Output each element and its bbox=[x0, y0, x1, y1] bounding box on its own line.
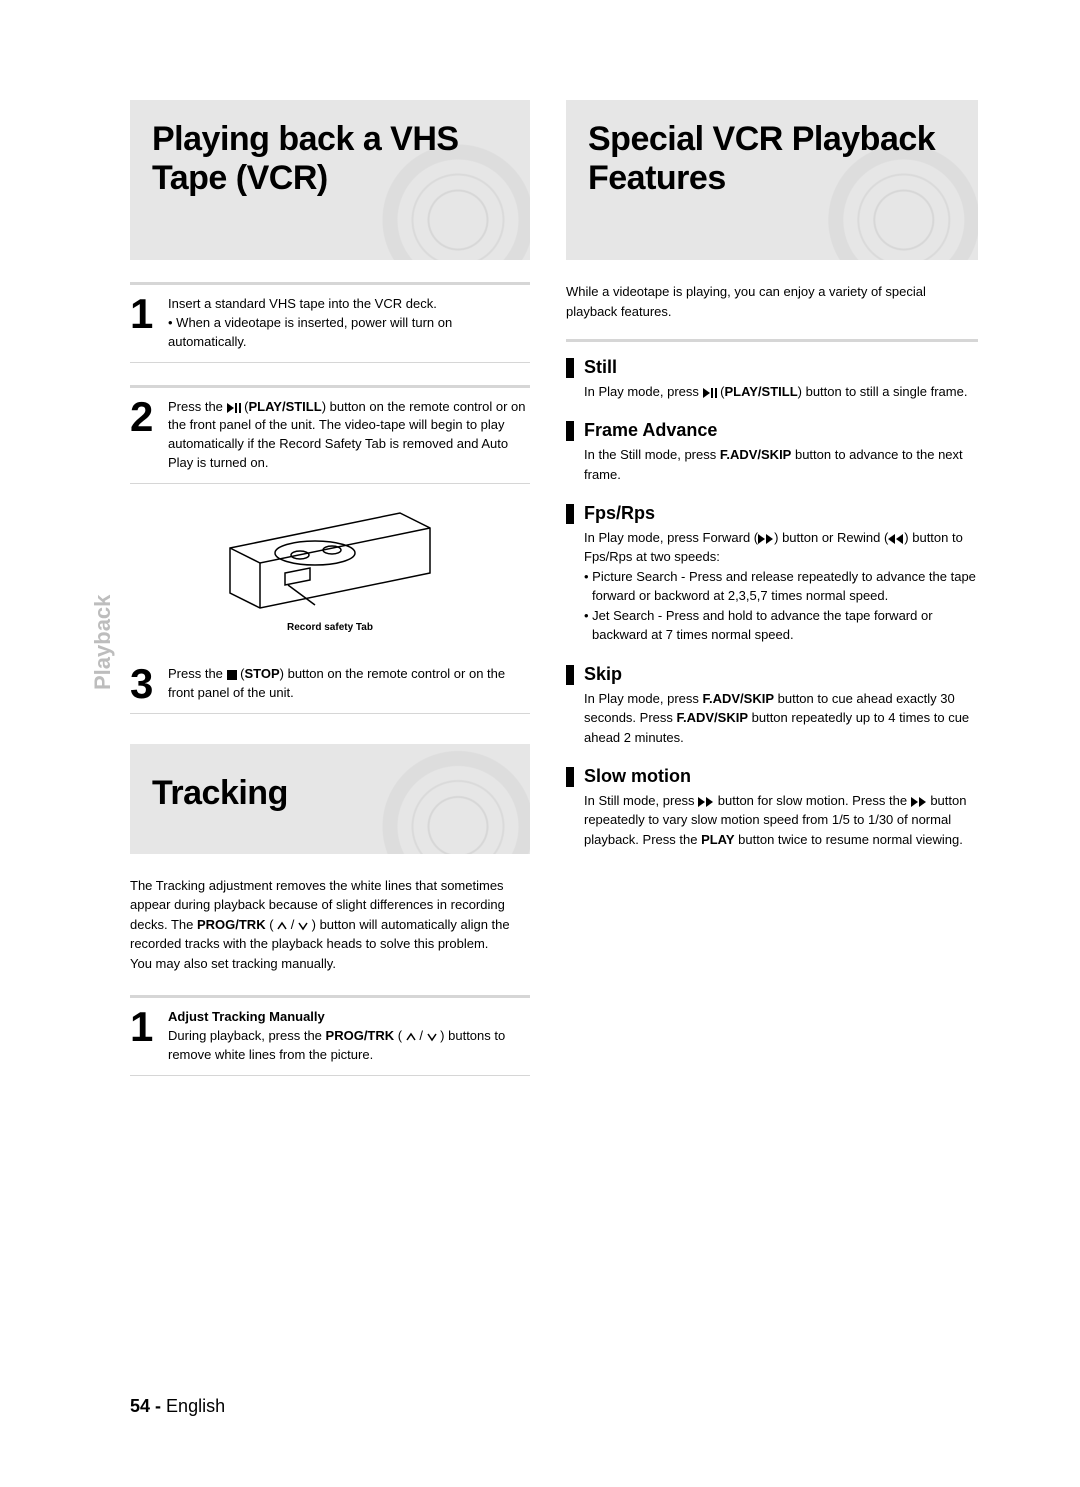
page-number: 54 - bbox=[130, 1396, 161, 1416]
special-intro: While a videotape is playing, you can en… bbox=[566, 282, 978, 321]
fast-forward-icon bbox=[758, 534, 774, 544]
still-title: Still bbox=[566, 358, 978, 378]
step-1-number: 1 bbox=[130, 295, 158, 352]
step-2-number: 2 bbox=[130, 398, 158, 473]
vhs-tape-figure: Record safety Tab bbox=[220, 508, 440, 633]
step-1-sub: When a videotape is inserted, power will… bbox=[168, 315, 452, 349]
step-1-text: Insert a standard VHS tape into the VCR … bbox=[168, 296, 437, 311]
step-3-btn: STOP bbox=[244, 666, 279, 681]
skip-body: In Play mode, press F.ADV/SKIP button to… bbox=[566, 689, 978, 748]
heading-playing-back: Playing back a VHS Tape (VCR) bbox=[152, 120, 508, 198]
fps-title: Fps/Rps bbox=[566, 504, 978, 524]
tracking-paragraph: The Tracking adjustment removes the whit… bbox=[130, 876, 530, 974]
page-footer: 54 - English bbox=[130, 1396, 225, 1417]
skip-title: Skip bbox=[566, 665, 978, 685]
still-pre: In Play mode, press bbox=[584, 384, 703, 399]
side-tab-label: Playback bbox=[90, 595, 116, 690]
step-1: 1 Insert a standard VHS tape into the VC… bbox=[130, 282, 530, 363]
feature-fps-rps: Fps/Rps In Play mode, press Forward ( ) b… bbox=[566, 504, 978, 645]
feature-still: Still In Play mode, press (PLAY/STILL) b… bbox=[566, 339, 978, 401]
step-1-body: Insert a standard VHS tape into the VCR … bbox=[168, 295, 530, 352]
section-header-playing-back: Playing back a VHS Tape (VCR) bbox=[130, 100, 530, 260]
play-pause-icon bbox=[227, 403, 241, 413]
still-btn: PLAY/STILL bbox=[724, 384, 797, 399]
fps-body: In Play mode, press Forward ( ) button or… bbox=[566, 528, 978, 645]
section-header-special-features: Special VCR Playback Features bbox=[566, 100, 978, 260]
skip-btn2: F.ADV/SKIP bbox=[677, 710, 749, 725]
step-2-body: Press the (PLAY/STILL) button on the rem… bbox=[168, 398, 530, 473]
heading-special-features: Special VCR Playback Features bbox=[588, 120, 956, 198]
play-pause-icon-2 bbox=[703, 388, 717, 398]
page-language: English bbox=[166, 1396, 225, 1416]
fast-forward-icon-3 bbox=[911, 797, 927, 807]
fps-mid: ) button or Rewind ( bbox=[774, 530, 888, 545]
up-icon-2 bbox=[406, 1032, 416, 1042]
tracking-line2: You may also set tracking manually. bbox=[130, 956, 336, 971]
heading-tracking: Tracking bbox=[152, 774, 508, 813]
fps-bullet-1: Picture Search - Press and release repea… bbox=[584, 567, 978, 606]
step-3-pre: Press the bbox=[168, 666, 227, 681]
step-2-pre: Press the bbox=[168, 399, 227, 414]
slow-body: In Still mode, press button for slow mot… bbox=[566, 791, 978, 850]
tracking-btn: PROG/TRK bbox=[197, 917, 266, 932]
down-icon-2 bbox=[427, 1032, 437, 1042]
vhs-caption: Record safety Tab bbox=[220, 622, 440, 633]
skip-pre: In Play mode, press bbox=[584, 691, 703, 706]
frame-btn: F.ADV/SKIP bbox=[720, 447, 792, 462]
frame-pre: In the Still mode, press bbox=[584, 447, 720, 462]
fps-bullet-2: Jet Search - Press and hold to advance t… bbox=[584, 606, 978, 645]
still-body: In Play mode, press (PLAY/STILL) button … bbox=[566, 382, 978, 402]
slow-post: button twice to resume normal viewing. bbox=[735, 832, 963, 847]
feature-slow-motion: Slow motion In Still mode, press button … bbox=[566, 767, 978, 849]
step-3-number: 3 bbox=[130, 665, 158, 703]
skip-btn1: F.ADV/SKIP bbox=[703, 691, 775, 706]
page-columns: Playing back a VHS Tape (VCR) 1 Insert a… bbox=[130, 100, 990, 1076]
right-column: Special VCR Playback Features While a vi… bbox=[566, 100, 978, 1076]
fast-forward-icon-2 bbox=[698, 797, 714, 807]
tracking-step-1-number: 1 bbox=[130, 1008, 158, 1065]
stop-icon bbox=[227, 670, 237, 680]
slow-btn: PLAY bbox=[701, 832, 734, 847]
slow-pre: In Still mode, press bbox=[584, 793, 698, 808]
tracking-step-1-title: Adjust Tracking Manually bbox=[168, 1009, 325, 1024]
step-2-btn: PLAY/STILL bbox=[248, 399, 321, 414]
still-post: ) button to still a single frame. bbox=[798, 384, 968, 399]
up-icon bbox=[277, 921, 287, 931]
slow-title: Slow motion bbox=[566, 767, 978, 787]
frame-title: Frame Advance bbox=[566, 421, 978, 441]
down-icon bbox=[298, 921, 308, 931]
fps-pre: In Play mode, press Forward ( bbox=[584, 530, 758, 545]
frame-body: In the Still mode, press F.ADV/SKIP butt… bbox=[566, 445, 978, 484]
left-column: Playing back a VHS Tape (VCR) 1 Insert a… bbox=[130, 100, 530, 1076]
slow-mid1: button for slow motion. Press the bbox=[714, 793, 911, 808]
vhs-tape-icon bbox=[220, 508, 440, 618]
step-3-body: Press the (STOP) button on the remote co… bbox=[168, 665, 530, 703]
step-3: 3 Press the (STOP) button on the remote … bbox=[130, 655, 530, 714]
tracking-step-1: 1 Adjust Tracking Manually During playba… bbox=[130, 995, 530, 1076]
tracking-step-1-body: Adjust Tracking Manually During playback… bbox=[168, 1008, 530, 1065]
section-header-tracking: Tracking bbox=[130, 744, 530, 854]
tracking-step-1-btn: PROG/TRK bbox=[326, 1028, 395, 1043]
feature-skip: Skip In Play mode, press F.ADV/SKIP butt… bbox=[566, 665, 978, 747]
step-2: 2 Press the (PLAY/STILL) button on the r… bbox=[130, 385, 530, 484]
feature-frame-advance: Frame Advance In the Still mode, press F… bbox=[566, 421, 978, 484]
rewind-icon bbox=[888, 534, 904, 544]
tracking-step-1-pre: During playback, press the bbox=[168, 1028, 326, 1043]
